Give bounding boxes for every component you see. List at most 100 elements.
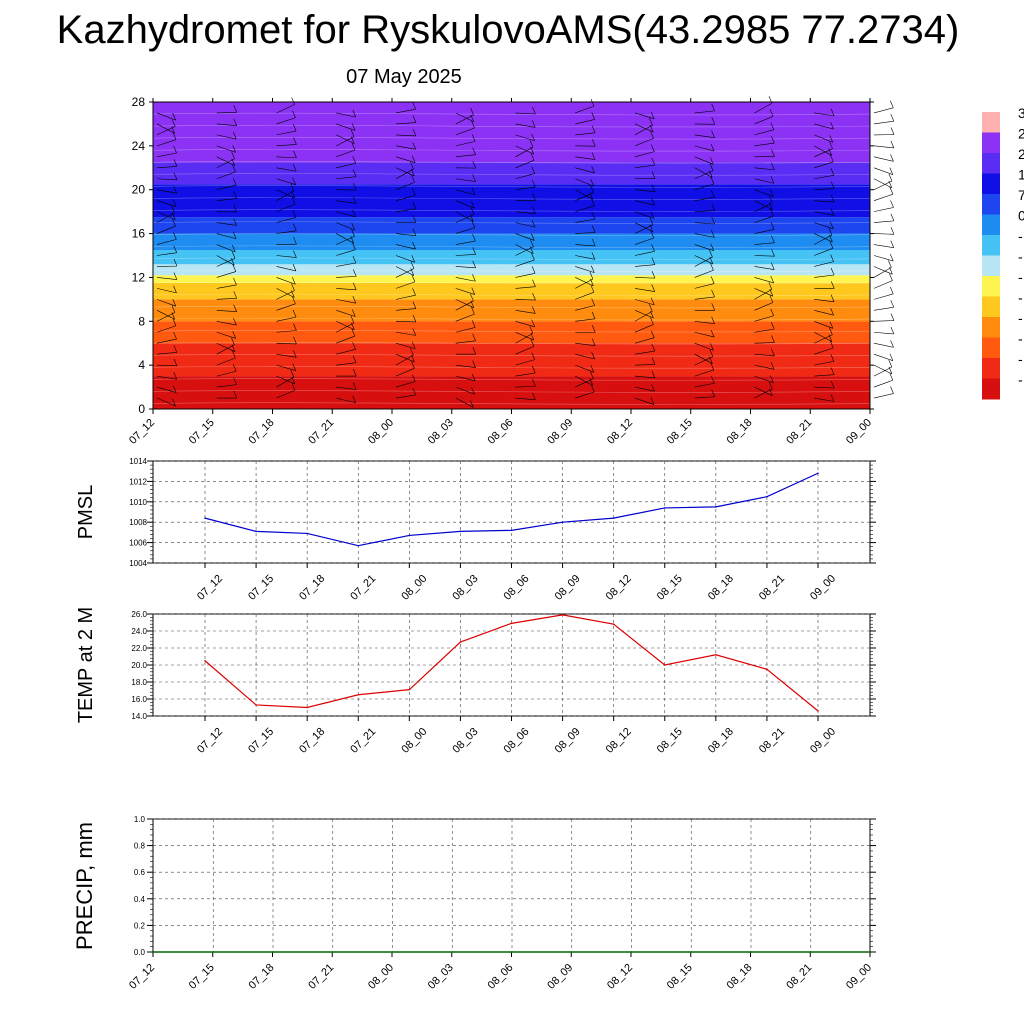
wind-barb [694,156,714,165]
wind-barb-flag [292,350,297,358]
y-axis-label: PMSL [75,485,97,539]
y-tick-label: 14.0 [131,712,147,721]
wind-barb-flag [830,394,835,402]
wind-barb-flag [769,388,773,396]
profile-panel: 0 4 8 12 16 20 24 28 07_12 07_15 07_18 07_21 08_00 08… [127,95,895,447]
x-tick-label: 08_03 [450,573,480,603]
wind-barb-flag [172,299,177,307]
wind-barb-flag [591,225,596,233]
wind-barb-flag [828,334,833,342]
wind-barb-flag [292,277,296,285]
wind-barb [156,310,175,320]
wind-barb [336,397,356,404]
wind-barb-flag [232,244,236,253]
wind-barb [754,202,773,212]
wind-barb-flag [532,392,536,400]
x-tick-label: 07_21 [306,417,336,447]
wind-barb [814,374,835,377]
wind-barb-flag [531,266,536,274]
wind-barb [336,162,356,169]
wind-barb-flag [708,170,713,178]
wind-barb [336,321,355,331]
wind-barb-flag [710,157,714,165]
wind-barb [515,211,536,215]
wind-barb-flag [411,374,416,382]
wind-barb [276,203,296,212]
wind-barb [754,364,775,370]
wind-barb [873,379,893,388]
wind-barb [634,310,654,319]
wind-barb-flag [651,343,656,352]
wind-barb [754,353,775,357]
wind-barb-flag [531,120,536,128]
y-tick-label: 0 [138,402,145,416]
wind-barb-flag [710,329,715,338]
wind-barb [754,328,775,333]
data-point [715,654,717,656]
wind-barb [814,261,834,267]
wind-barb [156,112,176,121]
wind-barb [814,347,834,355]
wind-barb-flag [711,316,715,324]
wind-barb-flag [829,340,834,349]
wind-barb-flag [293,323,297,331]
wind-barb-flag [233,131,237,140]
wind-barb-flag [472,147,476,155]
x-tick-label: 08_18 [725,962,755,992]
wind-barb-flag [471,373,476,382]
y-tick-label: 1006 [129,539,147,548]
data-point [766,668,768,671]
x-tick-label: 08_06 [486,417,516,447]
wind-barb [216,222,237,226]
colorbar-tick-label: 0 [1018,208,1024,224]
wind-barb-flag [771,135,775,144]
wind-barb-flag [651,257,656,265]
wind-barb [455,277,476,282]
wind-barb-flag [532,193,536,201]
wind-barb-flag [650,317,654,325]
colorbar-segment [982,317,1000,338]
y-axis-label: TEMP at 2 M [75,607,97,723]
wind-barb-flag [233,304,237,312]
wind-barb-flag [231,151,235,159]
wind-barb [515,246,534,256]
color-band [153,184,870,218]
wind-barb [395,244,416,250]
wind-barb [515,134,535,142]
wind-barb [754,142,775,147]
y-tick-label: 24.0 [131,627,147,636]
wind-barb [873,366,892,377]
wind-barb-flag [412,241,416,250]
color-band [153,299,870,322]
wind-barb [575,178,594,187]
x-tick-label: 07_12 [127,417,157,447]
contour-line [152,245,871,248]
x-tick-label: 08_03 [426,417,456,447]
wind-barb [156,189,177,194]
wind-barb [814,397,834,402]
wind-barb-flag [830,294,835,302]
wind-barb [634,189,655,193]
x-tick-label: 08_09 [545,417,575,447]
wind-barb-flag [589,378,594,386]
precip-panel: 0.0 0.2 0.4 0.6 0.8 1.0 07_12 07_15 07_18 07_21 08… [72,815,876,992]
wind-barb [216,320,237,326]
wind-barb-flag [352,110,357,118]
colorbar-tick-label: - [1018,351,1023,367]
wind-barb-flag [472,260,476,268]
wind-barb-flag [830,254,834,262]
wind-barb-flag [291,383,296,391]
wind-barb-flag [171,205,175,214]
wind-barb-flag [890,140,895,149]
wind-barb-flag [890,213,895,221]
wind-barb [515,259,535,267]
wind-barb [754,289,772,300]
wind-barb-flag [471,201,475,209]
wind-barb [873,220,894,223]
wind-barb [395,281,416,289]
wind-barb-flag [711,203,715,211]
wind-barb-flag [888,366,893,375]
wind-barb-flag [830,367,835,375]
wind-barb [156,277,177,280]
wind-barb-flag [472,347,477,355]
